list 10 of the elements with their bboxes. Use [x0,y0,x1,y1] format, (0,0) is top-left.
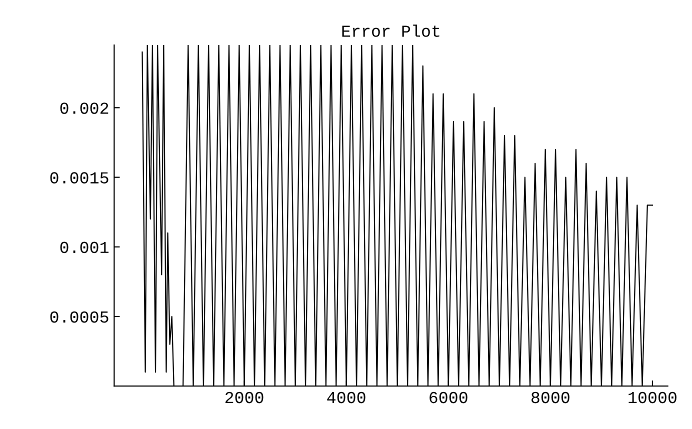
y-tick-label: 0.0005 [50,311,108,323]
y-tick-label: 0.0015 [50,172,108,184]
x-tick-label: 4000 [327,392,366,404]
y-tick-label: 0.001 [60,242,109,254]
chart-title: Error Plot [342,24,440,37]
x-tick-label: 8000 [532,392,570,404]
x-tick-label: 6000 [430,392,468,404]
x-tick-label: 10000 [628,392,676,404]
x-tick-label: 2000 [225,392,264,404]
y-tick-label: 0.002 [60,102,108,114]
